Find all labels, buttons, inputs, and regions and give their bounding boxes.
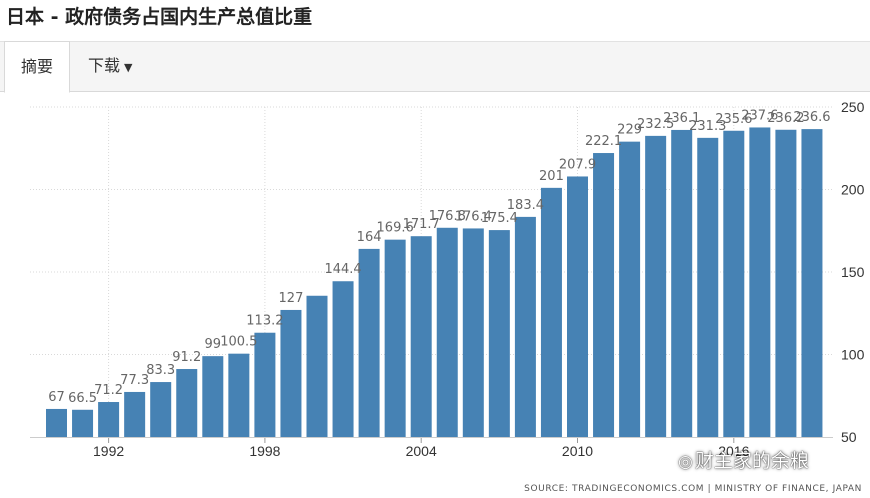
tab-summary-label: 摘要: [21, 57, 54, 76]
data-label: 235.6: [715, 112, 752, 127]
x-tick-label: 1998: [249, 443, 280, 459]
tab-download-label: 下载: [88, 56, 121, 75]
watermark-text: 财主家的余粮: [694, 450, 809, 472]
y-tick-label: 150: [841, 264, 865, 280]
data-label: 231.3: [689, 119, 726, 134]
bar: [280, 309, 302, 437]
y-tick-label: 250: [841, 99, 865, 115]
x-tick-label: 2010: [562, 443, 593, 459]
y-tick-label: 50: [841, 429, 857, 445]
bar: [176, 369, 198, 437]
data-label: 236.2: [767, 111, 804, 126]
x-tick-label: 2016: [718, 443, 749, 459]
bar: [488, 230, 510, 437]
data-label: 222.1: [585, 134, 622, 149]
bar: [202, 356, 224, 437]
bar: [514, 216, 536, 437]
bar: [150, 382, 172, 437]
tab-bar: 摘要 下载 ▼: [0, 41, 870, 93]
bar: [306, 295, 328, 437]
data-label: 176.8: [429, 209, 466, 224]
data-label: 171.7: [403, 217, 440, 232]
bar: [540, 187, 562, 437]
page-title: 日本 - 政府债务占国内生产总值比重: [6, 6, 313, 28]
bar: [46, 408, 67, 437]
bar: [358, 248, 380, 437]
data-label: 100.5: [220, 335, 257, 350]
data-label: 201: [539, 169, 564, 184]
data-label: 236.1: [663, 111, 700, 126]
bar: [384, 239, 406, 437]
bar: [801, 129, 823, 438]
data-label: 237.6: [741, 108, 778, 123]
bar: [567, 176, 588, 437]
bar: [671, 129, 693, 437]
data-label: 77.3: [120, 373, 149, 388]
bar: [410, 236, 432, 437]
bar: [436, 227, 458, 437]
data-label: 71.2: [94, 383, 123, 398]
caret-down-icon: ▼: [124, 61, 133, 74]
data-label: 176.4: [455, 209, 492, 224]
y-tick-label: 200: [841, 182, 865, 198]
data-label: 66.5: [68, 391, 97, 406]
data-label: 207.9: [559, 157, 596, 172]
bar: [749, 127, 771, 438]
data-label: 99: [205, 337, 222, 352]
data-label: 91.2: [172, 350, 201, 365]
data-label: 232.5: [637, 117, 674, 132]
bar: [254, 332, 276, 437]
watermark: ◎ 财主家的余粮: [678, 446, 809, 473]
bar: [775, 129, 797, 437]
bar: [723, 130, 745, 437]
bar: [98, 402, 120, 437]
chart-source: SOURCE: TRADINGECONOMICS.COM | MINISTRY …: [524, 484, 862, 494]
bar: [697, 137, 719, 438]
data-label: 236.6: [793, 110, 830, 125]
data-label: 183.4: [507, 198, 544, 213]
wechat-icon: ◎: [678, 452, 693, 472]
data-label: 83.3: [146, 363, 175, 378]
data-label: 175.4: [481, 211, 518, 226]
data-label: 229: [617, 123, 642, 138]
x-tick-label: 2004: [406, 443, 437, 459]
bar: [72, 409, 94, 437]
tab-summary[interactable]: 摘要: [4, 41, 70, 93]
y-tick-label: 100: [841, 347, 865, 363]
bar: [332, 281, 354, 437]
tab-download[interactable]: 下载 ▼: [72, 41, 148, 92]
data-label: 144.4: [324, 262, 361, 277]
bar: [645, 135, 667, 437]
x-tick-label: 1992: [93, 443, 124, 459]
data-label: 113.2: [246, 314, 283, 329]
data-label: 67: [48, 390, 65, 405]
bar: [462, 228, 484, 437]
bar: [593, 153, 615, 437]
bar: [228, 353, 250, 437]
bar: [619, 141, 641, 437]
data-label: 127: [279, 291, 304, 306]
data-label: 169.6: [377, 221, 414, 236]
bar: [124, 391, 146, 437]
data-label: 164: [357, 230, 382, 245]
